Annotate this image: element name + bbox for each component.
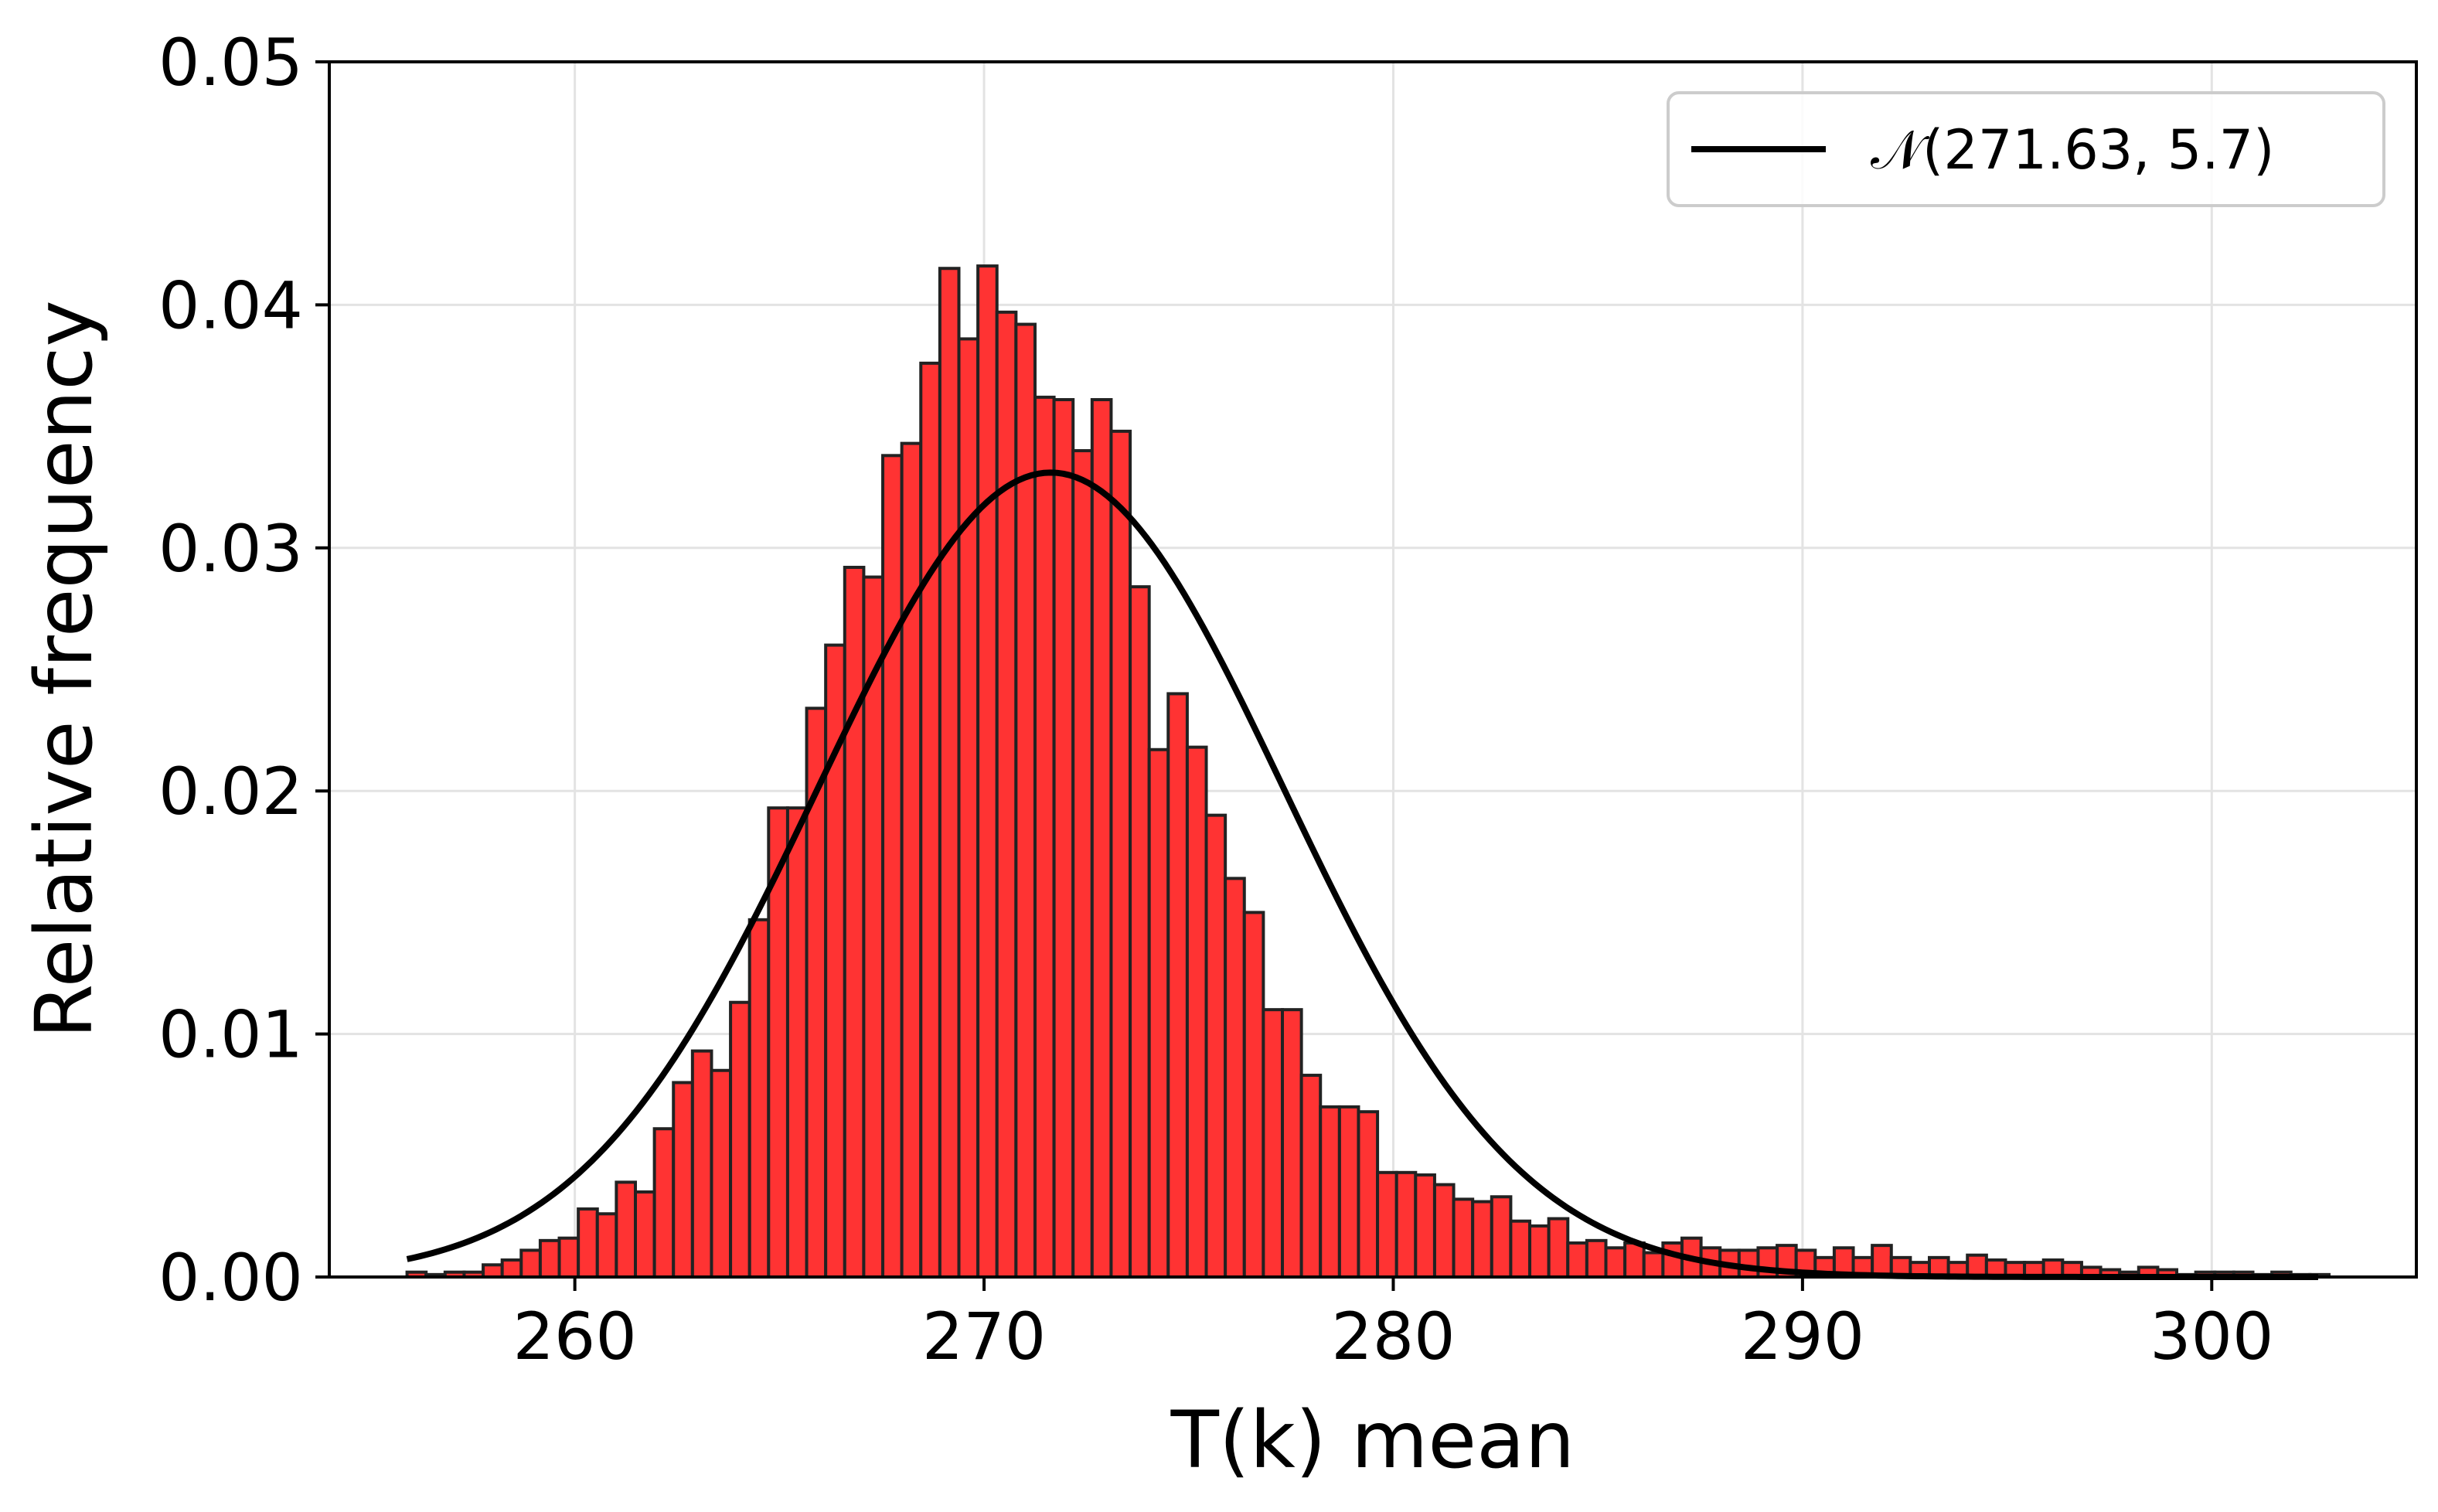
legend: 𝒩(271.63, 5.7) [1667,91,2385,207]
histogram-bar [1471,1200,1493,1279]
histogram-bar [1204,813,1228,1279]
histogram-bar [1490,1195,1513,1279]
histogram-bar [1147,747,1170,1279]
histogram-bar [672,1081,694,1279]
histogram-bar [1109,429,1132,1279]
histogram-bar [957,337,980,1279]
histogram-bar [1242,911,1265,1279]
histogram-bar [1281,1008,1303,1279]
histogram-bar [1033,395,1056,1279]
histogram-bar [881,454,904,1279]
histogram-bar [1376,1170,1398,1279]
x-tick-label: 270 [922,1299,1046,1374]
y-tick-label: 0.05 [158,25,303,100]
x-axis-ticks: 260 270 280 290 300 [512,1277,2273,1374]
histogram-bar [1014,322,1037,1279]
plot-frame [328,60,2418,1279]
histogram-bar [1871,1244,1893,1279]
histogram-bar [1737,1248,1760,1279]
histogram-bar [500,1258,523,1279]
histogram-bar [1509,1219,1532,1279]
y-tick-label: 0.02 [158,754,303,829]
histogram-bar [1642,1251,1665,1279]
histogram-bar [1623,1241,1646,1279]
histogram-bar [1414,1173,1436,1279]
histogram-bar [1394,1170,1418,1279]
histogram-bar [1262,1008,1284,1279]
histogram-bar [557,1236,581,1279]
histogram-bar [690,1049,713,1279]
histogram-bar [976,264,999,1279]
histogram-bar [482,1263,504,1279]
histogram-bar [1357,1110,1380,1279]
histogram-bar [1299,1074,1323,1279]
histogram-bar [1337,1105,1360,1279]
histogram-bar [1585,1238,1608,1279]
histogram-bar [615,1180,637,1279]
histogram-bar [747,918,771,1279]
histogram-bar [1452,1197,1475,1279]
histogram-bar [729,1000,751,1279]
x-tick-label: 280 [1331,1299,1455,1374]
histogram-bar [843,565,866,1279]
histogram-bar [1129,585,1151,1279]
histogram-bar [1319,1105,1341,1279]
histogram-bar [1090,398,1113,1279]
histogram-bar [1604,1246,1627,1279]
histogram-bar [1185,745,1208,1279]
y-tick-label: 0.04 [158,267,303,343]
histogram-bar [519,1248,542,1279]
histogram-bar [1052,398,1075,1279]
x-tick-label: 260 [512,1299,636,1374]
histogram-bar [900,441,923,1279]
histogram-bar [1224,877,1246,1279]
histogram-bar [1071,449,1094,1279]
histogram-bar [1547,1217,1570,1279]
legend-label: 𝒩(271.63, 5.7) [1871,118,2274,182]
histogram-bar [1166,692,1189,1279]
histogram-bar [938,267,961,1279]
histogram-bar [1566,1241,1588,1279]
histogram-bar [1661,1241,1684,1279]
histogram-bars [405,264,2331,1279]
y-tick-label: 0.03 [158,511,303,587]
histogram-bar [1432,1183,1456,1279]
x-tick-label: 300 [2150,1299,2273,1374]
histogram-bar [634,1190,656,1279]
histogram-bar [995,310,1018,1279]
y-tick-label: 0.00 [158,1240,303,1316]
y-axis-ticks: 0.00 0.01 0.02 0.03 0.04 0.05 [158,25,329,1316]
histogram-bar [652,1127,676,1279]
y-axis-title: Relative frequency [19,300,111,1038]
histogram-bar [538,1238,561,1279]
grid-layer [329,60,2416,1279]
histogram-bar [595,1212,618,1279]
histogram-bar [577,1207,599,1279]
histogram-bar [1528,1224,1551,1279]
legend-box [1667,91,2385,207]
x-tick-label: 290 [1741,1299,1864,1374]
histogram-bar [785,806,809,1279]
y-tick-label: 0.01 [158,997,303,1073]
histogram-bar [710,1068,733,1279]
histogram-bar [919,361,941,1279]
x-axis-title: T(k) mean [1170,1395,1575,1486]
